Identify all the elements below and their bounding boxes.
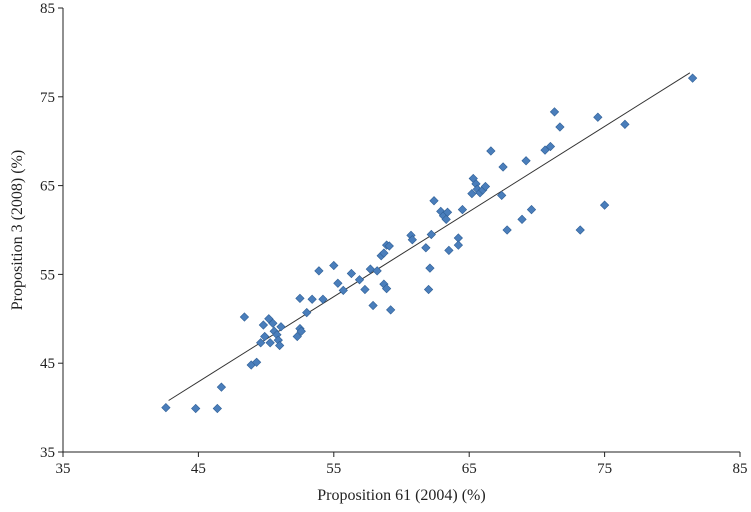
data-point [575, 225, 585, 235]
data-point [251, 357, 262, 367]
data-point [599, 200, 610, 210]
x-tick-label: 35 [56, 461, 71, 477]
data-point [360, 284, 370, 295]
x-tick-label: 55 [326, 461, 341, 477]
data-point [216, 382, 227, 392]
data-point [333, 278, 343, 288]
data-point [540, 145, 550, 155]
x-tick-label: 75 [597, 461, 612, 477]
axes: 35 45 55 65 75 85 35 45 55 65 75 85 [40, 1, 748, 477]
data-point [549, 107, 560, 117]
data-point [365, 264, 375, 274]
data-point [318, 294, 328, 304]
data-point [268, 318, 278, 328]
y-tick-label: 55 [40, 267, 55, 283]
data-point [442, 207, 453, 217]
data-point [502, 225, 512, 235]
data-point [314, 266, 324, 276]
y-tick-label: 45 [40, 356, 55, 372]
data-point [302, 307, 312, 318]
x-tick-label: 65 [462, 461, 477, 477]
data-point [498, 162, 508, 172]
data-point [338, 285, 348, 296]
data-point [444, 245, 454, 256]
data-point [593, 112, 603, 122]
data-point [555, 122, 565, 132]
data-point [381, 283, 392, 294]
data-point [276, 322, 286, 332]
data-point [687, 73, 698, 83]
data-point [258, 320, 269, 330]
data-point [372, 266, 382, 276]
data-point [260, 331, 270, 342]
data-point [497, 190, 507, 200]
data-point [386, 305, 396, 315]
data-point [292, 331, 302, 342]
data-point [467, 188, 477, 199]
data-point [620, 119, 630, 129]
y-axis-title: Proposition 3 (2008) (%) [9, 150, 26, 310]
data-point [265, 338, 275, 348]
data-point [307, 294, 317, 304]
y-tick-label: 75 [40, 90, 55, 106]
y-tick-label: 85 [40, 1, 55, 17]
y-tick-label: 65 [40, 179, 55, 195]
data-point [480, 181, 491, 192]
data-point [486, 146, 496, 156]
data-point [239, 312, 250, 322]
data-points [161, 73, 698, 414]
data-point [379, 248, 389, 258]
x-tick-label: 85 [733, 461, 748, 477]
data-point [423, 284, 434, 295]
data-point [161, 402, 171, 413]
data-point [296, 326, 306, 336]
data-point [425, 263, 435, 273]
data-point [421, 243, 431, 253]
data-point [256, 338, 266, 348]
data-point [368, 300, 378, 311]
data-point [329, 260, 339, 271]
data-point [295, 293, 305, 304]
data-point [191, 403, 201, 414]
data-point [429, 196, 439, 206]
x-tick-label: 45 [191, 461, 206, 477]
data-point [526, 204, 537, 215]
x-axis-title: Proposition 61 (2004) (%) [317, 487, 485, 504]
data-point [521, 156, 531, 166]
data-point [453, 240, 463, 250]
data-point [545, 141, 556, 152]
data-point [426, 229, 436, 240]
data-point [407, 235, 417, 245]
data-point [354, 275, 365, 285]
data-point [384, 241, 394, 251]
data-point [275, 340, 285, 351]
data-point [441, 214, 451, 224]
y-tick-label: 35 [40, 445, 55, 461]
data-point [346, 268, 357, 279]
data-point [212, 403, 222, 414]
data-point [517, 214, 527, 224]
data-point [457, 204, 468, 215]
